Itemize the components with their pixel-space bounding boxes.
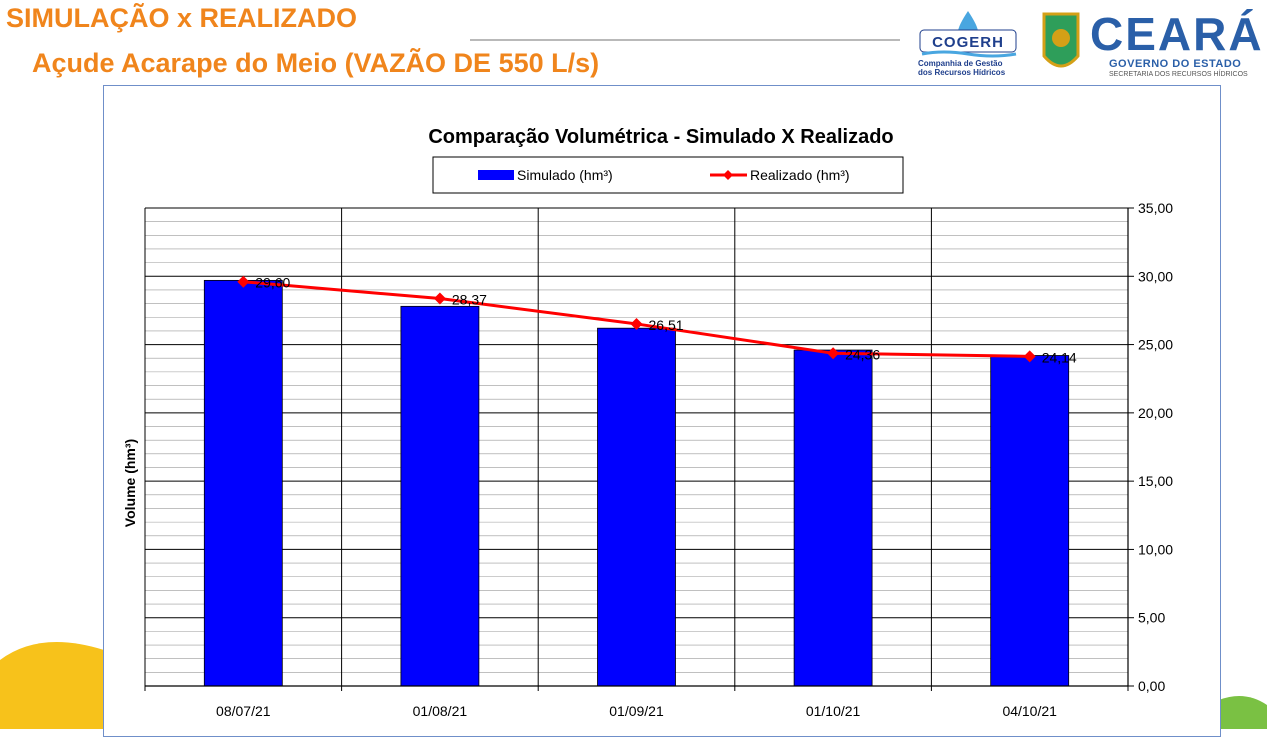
y-axis-label: Volume (hm³) <box>122 439 138 527</box>
logo-block: COGERH Companhia de Gestão dos Recursos … <box>918 6 1263 84</box>
yellow-swoosh <box>0 642 104 729</box>
chart-legend: Simulado (hm³) Realizado (hm³) <box>432 156 904 194</box>
x-tick-label: 01/10/21 <box>806 703 861 719</box>
y-tick-label: 20,00 <box>1138 405 1173 421</box>
data-label-realizado: 26,51 <box>649 317 684 333</box>
cogerh-subtitle-line1: Companhia de Gestão <box>918 59 1003 68</box>
chart-title: Comparação Volumétrica - Simulado X Real… <box>428 126 893 148</box>
data-label-realizado: 28,37 <box>452 292 487 308</box>
label-layer: 29,60 28,37 26,51 24,36 24,14 <box>255 275 1077 366</box>
bar-simulado <box>597 327 676 687</box>
cogerh-name: COGERH <box>932 34 1004 51</box>
legend-marker-realizado <box>723 170 733 180</box>
data-label-realizado: 24,36 <box>845 346 880 362</box>
cogerh-subtitle: Companhia de Gestão dos Recursos Hídrico… <box>918 59 1020 77</box>
slide-subtitle: Açude Acarape do Meio (VAZÃO DE 550 L/s) <box>32 48 600 78</box>
y-tick-label: 25,00 <box>1138 337 1173 353</box>
legend-label-simulado: Simulado (hm³) <box>517 167 613 183</box>
comparison-chart: 29,60 28,37 26,51 24,36 24,14 08/07/21 01/08/… <box>122 126 1173 719</box>
y-tick-label: 5,00 <box>1138 610 1165 626</box>
data-label-realizado: 29,60 <box>255 275 290 291</box>
line-layer <box>237 275 1036 363</box>
chart-frame: 29,60 28,37 26,51 24,36 24,14 08/07/21 01/08/… <box>103 85 1221 737</box>
legend-swatch-simulado <box>478 170 514 180</box>
y-tick-label: 15,00 <box>1138 473 1173 489</box>
y-tick-label: 0,00 <box>1138 678 1165 694</box>
marker-realizado <box>827 347 840 360</box>
government-label: GOVERNO DO ESTADO <box>1109 58 1242 70</box>
x-tick-label: 01/08/21 <box>413 703 468 719</box>
y-tick-label: 35,00 <box>1138 200 1173 216</box>
axis-layer: 08/07/21 01/08/21 01/09/21 01/10/21 04/10/21… <box>144 200 1173 719</box>
secretariat-label: SECRETARIA DOS RECURSOS HÍDRICOS <box>1109 71 1248 78</box>
logo-graphics <box>919 11 1080 68</box>
marker-realizado <box>630 317 643 330</box>
cogerh-badge <box>919 29 1017 53</box>
data-label-realizado: 24,14 <box>1042 349 1077 365</box>
green-swoosh <box>1219 696 1267 729</box>
x-tick-label: 01/09/21 <box>609 703 664 719</box>
marker-realizado <box>237 275 250 288</box>
legend-label-realizado: Realizado (hm³) <box>750 167 850 183</box>
bar-simulado <box>400 305 480 687</box>
marker-realizado <box>433 292 446 305</box>
bar-simulado <box>203 279 283 687</box>
header-divider <box>470 39 900 41</box>
y-tick-label: 30,00 <box>1138 268 1173 284</box>
water-wave-icon <box>921 50 1017 58</box>
bar-layer <box>203 279 1070 687</box>
ceara-logo-text: CEARÁ <box>1090 8 1264 60</box>
x-tick-label: 08/07/21 <box>216 703 271 719</box>
x-tick-label: 04/10/21 <box>1002 703 1057 719</box>
y-tick-label: 10,00 <box>1138 541 1173 557</box>
cogerh-subtitle-line2: dos Recursos Hídricos <box>918 68 1006 77</box>
bar-simulado <box>990 355 1070 687</box>
slide-title: SIMULAÇÃO x REALIZADO <box>6 3 357 33</box>
bar-simulado <box>793 349 873 687</box>
